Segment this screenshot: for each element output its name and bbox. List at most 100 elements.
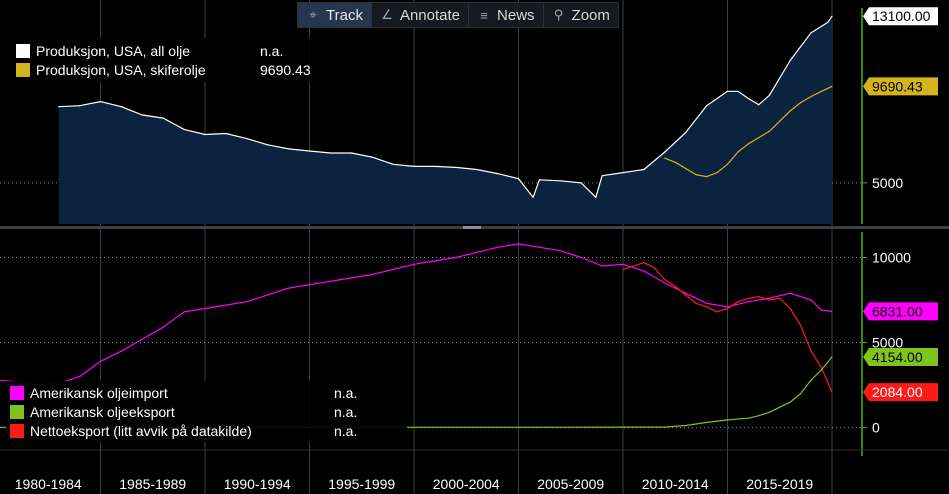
zoom-button[interactable]: ⚲ Zoom	[544, 3, 618, 27]
net_exports-point	[664, 279, 666, 281]
exports-point	[810, 379, 812, 381]
all_oil-point	[267, 144, 269, 146]
imports-point	[308, 284, 311, 286]
all_oil-point	[827, 21, 829, 23]
imports-point	[664, 282, 666, 284]
all_oil-point	[810, 32, 812, 34]
all_oil-point	[329, 152, 331, 154]
imports-point	[726, 306, 729, 308]
last-value-tag-label: 4154.00	[872, 349, 923, 365]
x-tick-label: 1990-1994	[224, 476, 291, 492]
last-value-tag-shale: 9690.43	[863, 77, 938, 96]
all_oil-point	[392, 163, 394, 165]
net_exports-point	[622, 268, 624, 270]
imports-point	[350, 277, 352, 279]
net_exports-point	[747, 297, 750, 299]
legend-top: Produksjon, USA, all olje n.a. Produksjo…	[10, 38, 319, 82]
all_oil-point	[532, 196, 534, 198]
legend-item-all-oil[interactable]: Produksjon, USA, all olje n.a.	[16, 41, 311, 60]
all_oil-point	[455, 166, 457, 168]
all_oil-point	[622, 172, 624, 174]
all_oil-point	[99, 101, 102, 103]
legend-swatch	[16, 62, 30, 77]
imports-point	[476, 251, 478, 253]
exports-point	[789, 401, 791, 403]
imports-point	[820, 309, 823, 311]
all_oil-point	[413, 165, 415, 167]
all_oil-point	[789, 59, 791, 62]
annotate-button[interactable]: ∠ Annotate	[372, 3, 470, 27]
exports-point	[517, 426, 520, 428]
net_exports-point	[820, 367, 823, 369]
last-value-tag-all_oil: 13100.00	[863, 7, 938, 26]
track-button[interactable]: ⌖ Track	[298, 3, 372, 27]
imports-point	[79, 376, 81, 378]
imports-point	[246, 301, 248, 303]
all_oil-point	[79, 105, 81, 107]
net_exports-point	[810, 350, 812, 352]
annotate-label: Annotate	[399, 6, 461, 24]
exports-point	[758, 415, 760, 417]
all_oil-point	[476, 168, 478, 171]
net_exports-point	[758, 296, 760, 298]
shale-point	[706, 176, 708, 178]
all_oil-point	[120, 106, 122, 108]
net_exports-point	[685, 294, 687, 296]
all_oil-point	[225, 132, 227, 135]
last-value-tag-bg	[863, 347, 938, 366]
legend-item-exports[interactable]: Amerikansk oljeeksport n.a.	[10, 402, 357, 421]
all_oil-point	[726, 90, 729, 92]
shale-point	[800, 102, 802, 104]
all_oil-point	[246, 138, 248, 140]
exports-point	[726, 419, 729, 421]
chart-toolbar: ⌖ Track ∠ Annotate ≡ News ⚲ Zoom	[297, 2, 619, 28]
legend-item-imports[interactable]: Amerikansk oljeimport n.a.	[10, 383, 357, 402]
imports-point	[517, 243, 520, 245]
imports-point	[643, 270, 645, 272]
x-tick-label: 1995-1999	[328, 476, 395, 492]
shale-point	[779, 120, 781, 122]
imports-point	[455, 256, 457, 259]
all_oil-point	[288, 148, 290, 150]
net_exports-point	[779, 297, 781, 299]
imports-point	[162, 326, 164, 328]
x-tick-label: 1985-1989	[119, 476, 186, 492]
magnifier-icon: ⚲	[553, 7, 564, 22]
legend-label: Produksjon, USA, skiferolje	[36, 61, 206, 78]
net_exports-point	[716, 311, 718, 313]
all_oil-point	[162, 117, 164, 119]
exports-point	[664, 426, 666, 428]
y-tick-label: 5000	[872, 175, 903, 191]
last-value-tag-label: 6831.00	[872, 303, 923, 319]
legend-item-shale[interactable]: Produksjon, USA, skiferolje 9690.43	[16, 60, 311, 79]
all_oil-point	[183, 128, 185, 130]
exports-point	[706, 421, 708, 424]
imports-point	[99, 360, 102, 362]
shale-point	[716, 172, 718, 174]
imports-point	[329, 280, 331, 282]
net_exports-point	[831, 391, 833, 393]
legend-swatch	[10, 423, 24, 438]
legend-swatch	[10, 385, 24, 400]
all_oil-point	[58, 106, 60, 108]
legend-label: Amerikansk oljeeksport	[30, 403, 175, 420]
legend-swatch	[16, 43, 30, 58]
crosshair-icon: ⌖	[309, 7, 317, 22]
all_oil-point	[141, 114, 143, 116]
news-button[interactable]: ≡ News	[469, 3, 544, 27]
legend-item-net-exports[interactable]: Nettoeksport (litt avvik på datakilde) n…	[10, 421, 357, 440]
all_oil-point	[643, 168, 645, 171]
imports-point	[559, 250, 561, 252]
imports-point	[497, 246, 499, 248]
last-value-tag-exports: 4154.00	[863, 347, 938, 366]
imports-point	[434, 260, 436, 262]
imports-point	[706, 302, 708, 304]
imports-point	[392, 268, 394, 270]
legend-swatch	[10, 404, 24, 419]
series-layer	[0, 15, 833, 428]
net_exports-point	[789, 307, 791, 310]
shale-point	[789, 110, 791, 112]
exports-point	[779, 406, 781, 408]
imports-point	[768, 297, 770, 299]
all_oil-point	[758, 104, 760, 106]
